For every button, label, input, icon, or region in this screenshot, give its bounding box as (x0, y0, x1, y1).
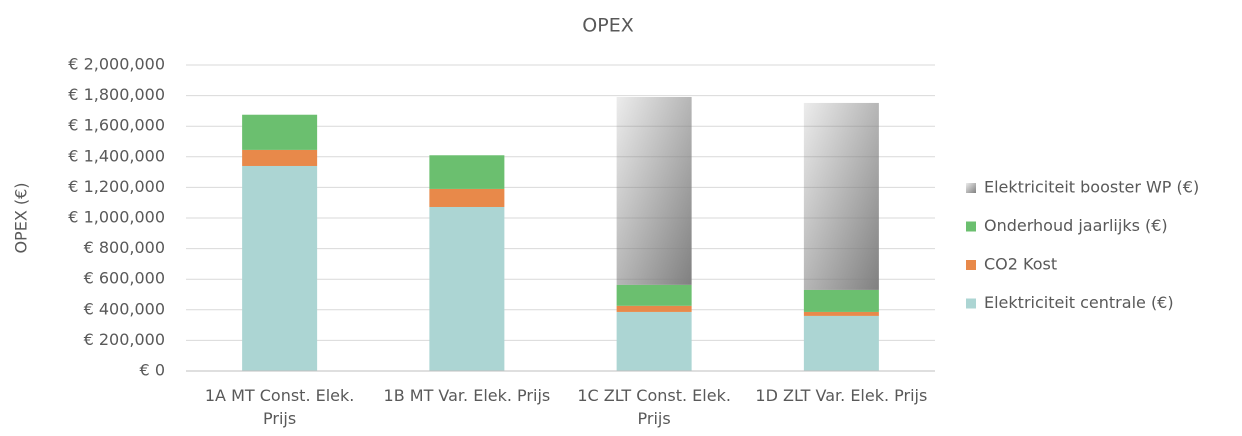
y-tick-label: € 1,000,000 (68, 208, 165, 227)
legend-swatch (966, 221, 976, 232)
bar-segment (803, 102, 879, 290)
legend-swatch (966, 183, 976, 193)
x-tick-label: 1A MT Const. Elek. Prijs (204, 386, 355, 428)
legend-label: Elektriciteit centrale (€) (984, 293, 1174, 312)
y-tick-label: € 600,000 (84, 269, 165, 288)
bar-segment (616, 311, 692, 371)
y-axis-label: OPEX (€) (12, 182, 31, 253)
bar-segment (242, 149, 318, 166)
bar-segment (803, 315, 879, 371)
y-tick-label: € 800,000 (84, 238, 165, 257)
bar-segment (429, 188, 505, 207)
bar-segment (803, 289, 879, 312)
legend-swatch (966, 260, 976, 270)
bar-segment (803, 311, 879, 316)
x-tick-label: 1B MT Var. Elek. Prijs (383, 386, 551, 405)
bar-segment (616, 305, 692, 312)
legend-label: Elektriciteit booster WP (€) (984, 178, 1199, 197)
legend-label: CO2 Kost (984, 255, 1057, 274)
y-tick-label: € 2,000,000 (68, 55, 165, 74)
bar-segment (242, 114, 318, 150)
bar-segment (242, 165, 318, 371)
bar-segment (429, 155, 505, 189)
x-tick-label: 1D ZLT Var. Elek. Prijs (755, 386, 928, 405)
x-tick-label: 1C ZLT Const. Elek. Prijs (577, 386, 731, 428)
y-tick-label: € 400,000 (84, 299, 165, 318)
y-tick-label: € 0 (140, 361, 165, 380)
legend-swatch (966, 298, 976, 309)
y-tick-label: € 200,000 (84, 330, 165, 349)
y-tick-label: € 1,400,000 (68, 146, 165, 165)
bar-segment (616, 284, 692, 306)
chart-title: OPEX (582, 15, 633, 37)
y-tick-label: € 1,200,000 (68, 177, 165, 196)
legend-label: Onderhoud jaarlijks (€) (984, 216, 1168, 235)
bar-segment (616, 96, 692, 285)
y-tick-label: € 1,800,000 (68, 85, 165, 104)
y-tick-label: € 1,600,000 (68, 116, 165, 135)
bar-segment (429, 206, 505, 371)
